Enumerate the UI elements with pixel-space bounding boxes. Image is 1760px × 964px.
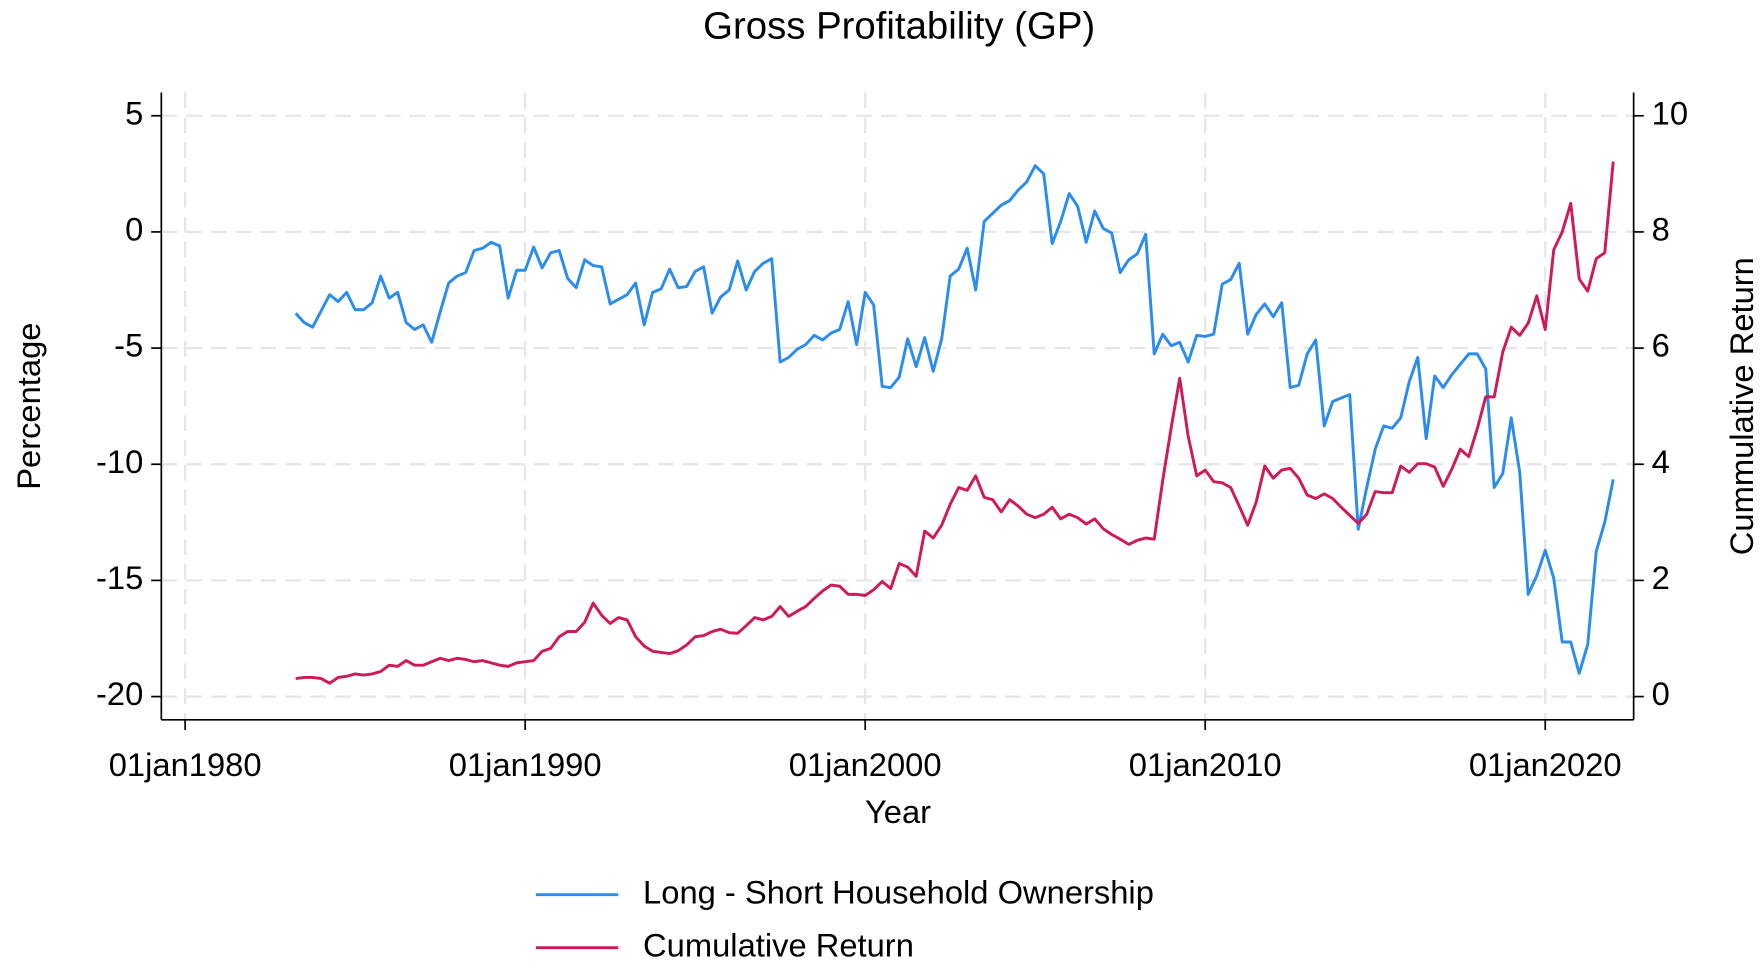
y2-tick-label: 8 [1652,211,1670,248]
y-tick-label: 5 [125,94,143,131]
x-tick-label: 01jan2010 [1129,746,1282,783]
x-axis-label: Year [865,793,931,830]
series-line [294,164,1615,675]
y2-tick-label: 6 [1652,327,1670,364]
x-tick-label: 01jan1980 [109,746,262,783]
y2-axis-label: Cummulative Return [1723,257,1760,555]
chart-title: Gross Profitability (GP) [703,4,1095,47]
y2-tick-label: 0 [1652,675,1670,712]
legend-label: Long - Short Household Ownership [643,873,1154,910]
y-tick-label: 0 [125,211,143,248]
legend-label: Cumulative Return [643,926,914,959]
y2-tick-label: 4 [1652,443,1670,480]
series-line [295,161,1615,685]
x-tick-label: 01jan2020 [1469,746,1622,783]
y-tick-label: -15 [96,559,143,596]
y-axis-label: Percentage [10,323,47,490]
y-tick-label: -10 [96,443,143,480]
x-tick-label: 01jan1990 [449,746,602,783]
y-tick-label: -20 [96,675,143,712]
y2-tick-label: 2 [1652,559,1670,596]
y2-tick-label: 10 [1652,94,1688,131]
x-tick-label: 01jan2000 [789,746,942,783]
y-tick-label: -5 [114,327,143,364]
